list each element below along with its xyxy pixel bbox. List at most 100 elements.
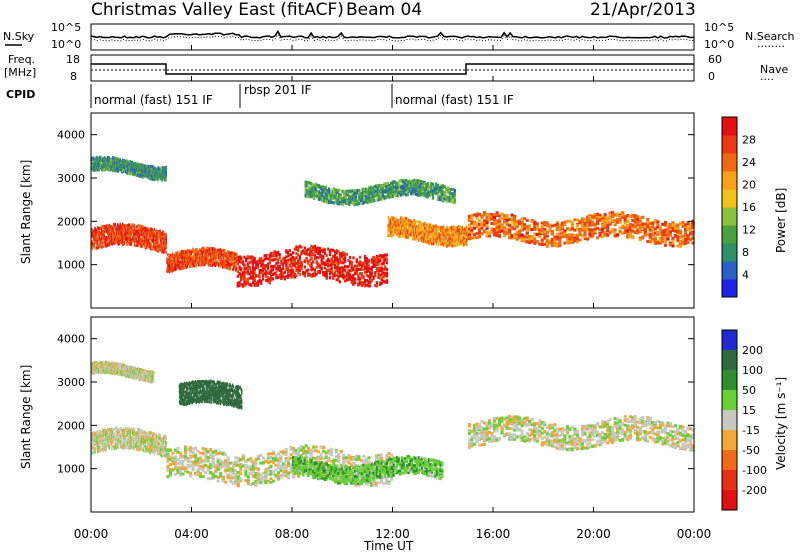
data-cell: [204, 254, 207, 258]
data-cell: [103, 225, 106, 228]
data-cell: [401, 219, 404, 222]
data-cell: [185, 257, 187, 261]
data-cell: [101, 241, 104, 245]
data-cell: [153, 174, 155, 178]
data-cell: [211, 253, 214, 257]
data-cell: [114, 162, 116, 166]
data-cell: [278, 273, 281, 277]
data-cell: [313, 257, 317, 261]
data-cell: [379, 276, 382, 280]
data-cell: [186, 253, 189, 257]
data-cell: [228, 262, 231, 266]
data-cell: [128, 241, 131, 245]
data-cell: [111, 227, 114, 231]
data-cell: [405, 186, 408, 190]
data-cell: [311, 189, 314, 193]
data-cell: [403, 181, 406, 185]
data-cell: [365, 283, 368, 287]
data-cell: [186, 260, 189, 264]
data-cell: [238, 267, 241, 271]
data-cell: [109, 162, 111, 165]
data-cell: [266, 275, 270, 279]
data-cell: [250, 283, 253, 287]
data-cell: [192, 260, 194, 264]
data-cell: [445, 197, 448, 201]
data-cell: [213, 254, 215, 258]
data-cell: [388, 222, 390, 226]
data-cell: [132, 229, 134, 233]
data-cell: [395, 218, 397, 222]
data-cell: [375, 284, 379, 288]
data-cell: [372, 262, 375, 266]
data-cell: [130, 160, 132, 164]
data-cell: [179, 263, 182, 267]
data-cell: [440, 191, 443, 195]
data-cell: [94, 235, 96, 239]
data-cell: [157, 247, 159, 250]
data-cell: [359, 267, 362, 271]
data-cell: [193, 257, 195, 261]
data-cell: [137, 243, 139, 247]
data-cell: [382, 257, 385, 261]
data-cell: [152, 173, 154, 177]
data-cell: [393, 193, 396, 197]
data-cell: [364, 254, 367, 258]
data-cell: [366, 187, 369, 191]
data-cell: [220, 252, 222, 256]
data-cell: [377, 273, 380, 276]
data-cell: [352, 266, 355, 270]
data-cell: [359, 272, 362, 275]
data-cell: [225, 265, 227, 269]
data-cell: [93, 231, 95, 235]
data-cell: [145, 171, 147, 175]
data-cell: [385, 279, 389, 283]
data-cell: [266, 271, 270, 275]
data-cell: [107, 160, 110, 164]
data-cell: [125, 164, 127, 168]
data-cell: [203, 248, 206, 252]
data-cell: [141, 173, 143, 177]
data-cell: [141, 171, 143, 175]
data-cell: [341, 202, 344, 206]
data-cell: [120, 224, 122, 228]
data-cell: [310, 274, 313, 278]
data-cell: [338, 280, 342, 284]
data-cell: [120, 161, 122, 165]
data-cell: [406, 182, 409, 186]
data-cell: [384, 280, 387, 284]
data-cell: [256, 281, 260, 285]
data-cell: [270, 268, 273, 272]
data-cell: [325, 263, 328, 267]
data-cell: [298, 272, 301, 276]
data-cell: [93, 234, 95, 238]
data-cell: [378, 184, 381, 188]
data-cell: [116, 232, 118, 236]
data-cell: [161, 178, 163, 182]
data-cell: [126, 160, 128, 164]
data-cell: [127, 239, 129, 242]
data-cell: [390, 181, 393, 185]
data-cell: [147, 226, 150, 230]
data-cell: [363, 198, 366, 202]
data-cell: [142, 243, 144, 247]
data-cell: [193, 248, 195, 252]
data-cell: [136, 240, 138, 244]
data-cell: [332, 276, 335, 280]
data-cell: [129, 231, 131, 235]
data-cell: [180, 260, 182, 264]
data-cell: [189, 254, 191, 258]
data-cell: [165, 177, 167, 181]
data-cell: [261, 265, 265, 268]
data-cell: [402, 223, 405, 227]
freq-left-tick-bottom: 8: [70, 70, 77, 83]
data-cell: [426, 192, 430, 196]
data-cell: [335, 268, 338, 272]
data-cell: [120, 234, 122, 238]
data-cell: [347, 258, 350, 262]
data-cell: [386, 187, 389, 191]
data-cell: [378, 194, 381, 198]
data-cell: [399, 226, 401, 230]
data-cell: [136, 166, 138, 169]
data-cell: [220, 259, 222, 263]
data-cell: [164, 173, 167, 177]
